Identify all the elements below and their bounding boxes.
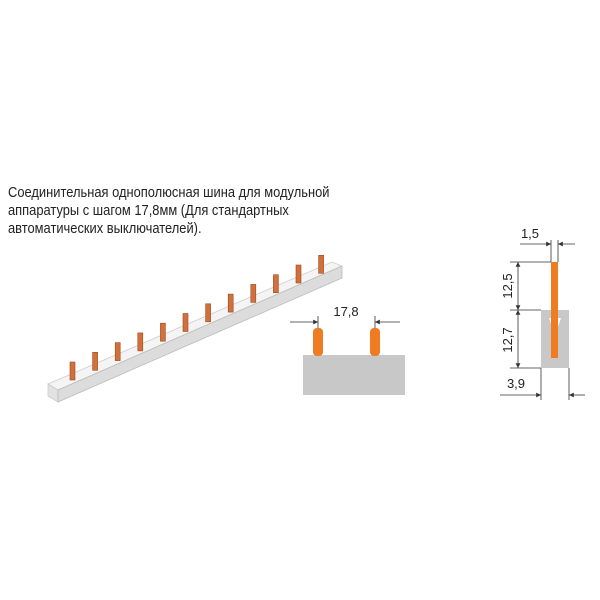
busbar-pin	[318, 255, 324, 274]
busbar-pin	[205, 303, 211, 323]
busbar-pin	[182, 313, 189, 332]
profile-drawing: 1,5 12,5 12,7 3,9	[500, 226, 585, 400]
busbar-pin	[160, 322, 166, 342]
description: Соединительная однополюсная шина для мод…	[8, 184, 329, 238]
dimension-label: 12,5	[500, 273, 515, 298]
dimension-label: 17,8	[333, 304, 358, 319]
busbar	[47, 255, 344, 403]
busbar-pin	[273, 274, 279, 294]
dimension-label: 12,7	[500, 327, 515, 352]
busbar-pin	[295, 264, 302, 284]
description-line: аппаратуры с шагом 17,8мм (Для стандартн…	[8, 202, 289, 219]
busbar-pin	[137, 332, 144, 352]
busbar-pin	[69, 361, 76, 381]
busbar-pin	[114, 342, 121, 361]
busbar-pin	[92, 351, 98, 371]
description-line: Соединительная однополюсная шина для мод…	[8, 184, 330, 201]
busbar-pin	[250, 284, 257, 303]
dimension-label: 3,9	[507, 376, 525, 391]
dimension-label: 1,5	[521, 226, 539, 241]
description-line: автоматических выключателей).	[8, 220, 202, 237]
pin-pitch-drawing: 17,8	[290, 304, 405, 395]
busbar-pin	[227, 293, 234, 313]
